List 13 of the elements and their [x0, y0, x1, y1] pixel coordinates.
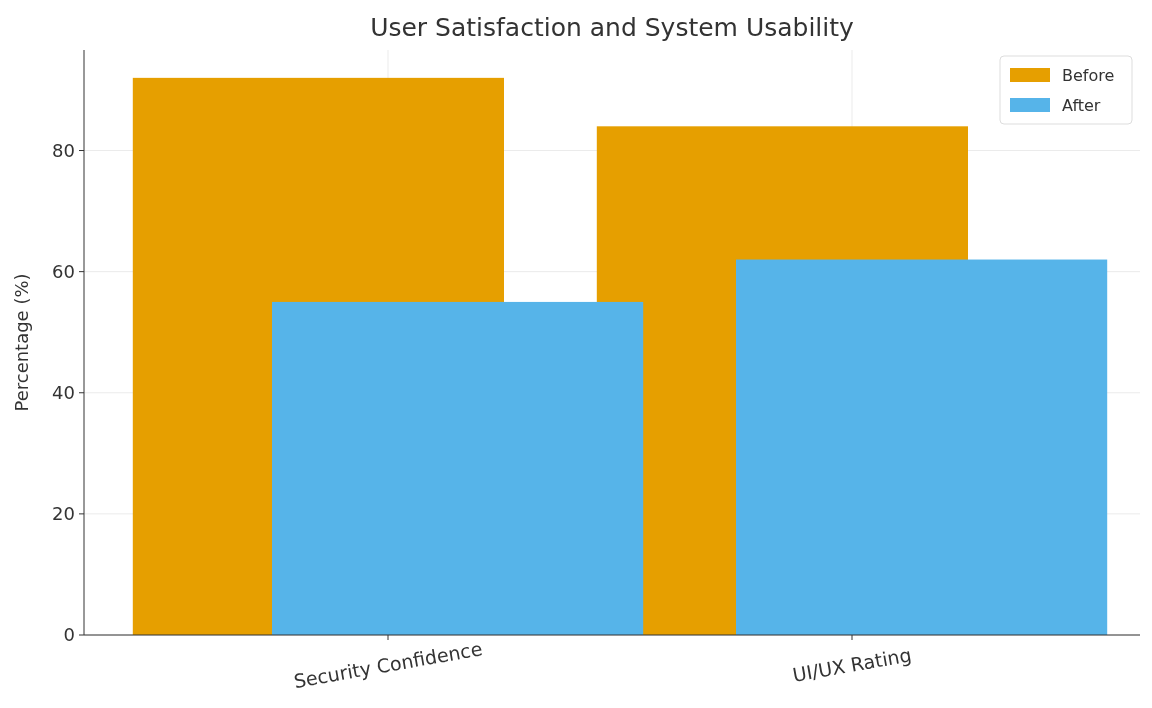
legend-label: Before — [1062, 65, 1115, 85]
legend-label: After — [1062, 95, 1101, 115]
y-tick-label: 80 — [52, 139, 75, 161]
y-tick-label: 20 — [52, 503, 75, 525]
y-tick-label: 40 — [52, 382, 75, 404]
y-tick-label: 0 — [63, 624, 75, 646]
bar — [736, 259, 1108, 635]
y-axis-title: Percentage (%) — [11, 273, 32, 412]
bar — [272, 301, 644, 635]
x-tick-label: Security Confidence — [292, 637, 484, 693]
chart-title: User Satisfaction and System Usability — [370, 13, 855, 42]
x-tick-label: UI/UX Rating — [790, 643, 914, 686]
y-tick-label: 60 — [52, 260, 75, 282]
